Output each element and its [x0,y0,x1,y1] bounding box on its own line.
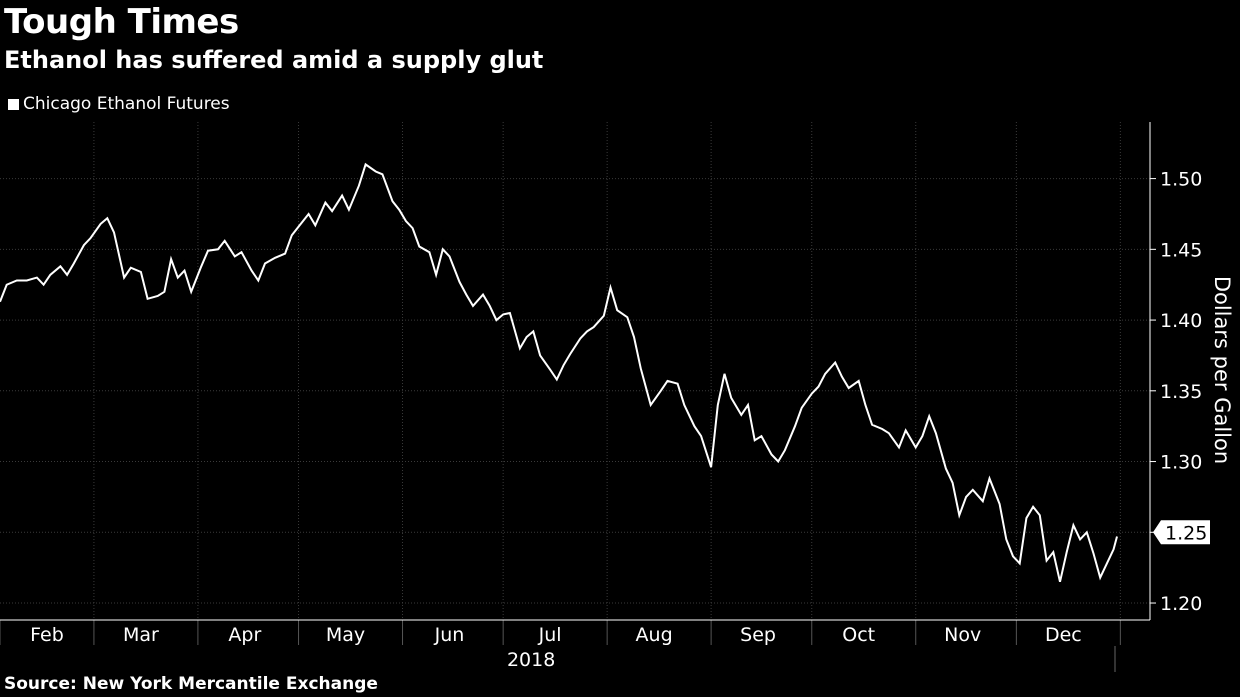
legend-label: Chicago Ethanol Futures [23,94,230,114]
chart-title: Tough Times [4,2,239,42]
x-year-label: 2018 [507,649,555,671]
x-tick-label: Mar [123,624,159,646]
x-tick-label: Jul [538,624,562,646]
y-tick-label: 1.35 [1160,381,1202,403]
x-tick-label: Nov [944,624,981,646]
source-note: Source: New York Mercantile Exchange [4,674,378,694]
y-tick-label: 1.30 [1160,452,1202,474]
last-value-text: 1.25 [1165,522,1207,544]
x-axis: Feb Mar Apr May Jun Jul Aug Sep Oct Nov Dec 2018 [0,619,1150,672]
y-axis-title: Dollars per Gallon [1210,276,1234,464]
x-tick-label: Sep [740,624,776,646]
y-tick-label: 1.50 [1160,169,1202,191]
x-tick-label: Jun [434,624,465,646]
series-line [0,162,1118,583]
y-tick-label: 1.40 [1160,310,1202,332]
legend-swatch [8,98,19,110]
x-tick-label: Feb [30,624,64,646]
last-value-tag [1153,520,1210,545]
x-tick-label: Dec [1045,624,1082,646]
y-axis: 1.20 1.30 1.35 1.40 1.45 1.50 [1149,122,1202,620]
x-tick-label: Aug [636,624,673,646]
x-tick-label: May [326,624,365,646]
y-tick-label: 1.20 [1160,593,1202,615]
grid-lines [0,122,1150,620]
y-tick-label: 1.45 [1160,239,1202,261]
x-tick-label: Apr [228,624,261,646]
x-tick-label: Oct [842,624,875,646]
last-value-label: 1.25 [1153,520,1210,545]
chart-subtitle: Ethanol has suffered amid a supply glut [4,46,544,74]
legend: Chicago Ethanol Futures [8,94,230,114]
